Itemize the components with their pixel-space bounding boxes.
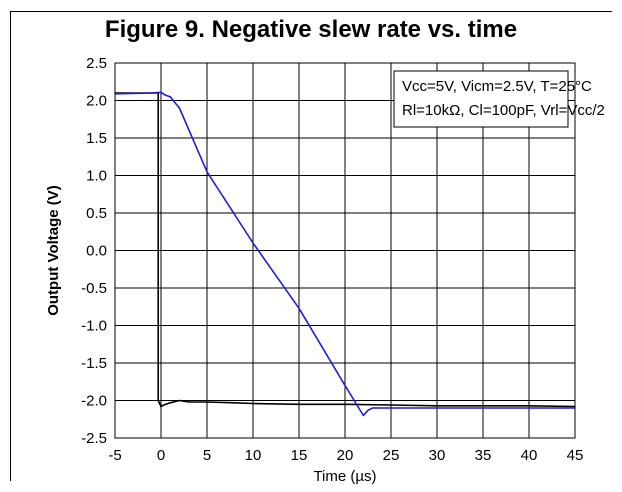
y-tick-label: -1.0 — [81, 318, 107, 335]
x-axis-label: Time (µs) — [313, 468, 376, 485]
x-tick-label: 30 — [429, 447, 446, 464]
legend-rect — [393, 70, 569, 128]
x-tick-label: 0 — [157, 447, 165, 464]
y-axis-label: Output Voltage (V) — [45, 185, 62, 316]
legend-box: Vcc=5V, Vicm=2.5V, T=25°C Rl=10kΩ, Cl=10… — [393, 70, 605, 128]
x-tick-labels: -5 0 5 10 15 20 25 30 35 40 45 — [108, 447, 583, 464]
y-tick-label: -1.5 — [81, 355, 107, 372]
y-tick-label: 1.0 — [86, 168, 107, 185]
x-tick-label: 35 — [475, 447, 492, 464]
series-group — [114, 91, 576, 417]
series-line-1 — [115, 92, 576, 408]
x-tick-label: 40 — [521, 447, 538, 464]
x-tick-label: 15 — [291, 447, 308, 464]
x-tick-label: 5 — [203, 447, 211, 464]
frame-left-border — [10, 11, 11, 481]
legend-line-1: Vcc=5V, Vicm=2.5V, T=25°C — [402, 78, 592, 95]
y-tick-label: -0.5 — [81, 280, 107, 297]
x-tick-label: -5 — [108, 447, 121, 464]
x-tick-label: 10 — [245, 447, 262, 464]
x-tick-label: 20 — [337, 447, 354, 464]
y-tick-label: -2.5 — [81, 430, 107, 447]
series-line-2 — [114, 91, 575, 417]
y-tick-label: 0.0 — [86, 243, 107, 260]
y-tick-label: 1.5 — [86, 130, 107, 147]
chart-title: Figure 9. Negative slew rate vs. time — [104, 16, 518, 43]
x-tick-label: 25 — [383, 447, 400, 464]
y-tick-labels: 2.5 2.0 1.5 1.0 0.5 0.0 -0.5 -1.0 -1.5 -2.0 -2.5 — [81, 55, 107, 447]
y-tick-label: 2.0 — [86, 93, 107, 110]
frame-top-border — [10, 11, 612, 12]
y-tick-label: 2.5 — [86, 55, 107, 72]
plot-area-border — [114, 62, 576, 439]
x-tick-label: 45 — [567, 447, 584, 464]
legend-line-2: Rl=10kΩ, Cl=100pF, Vrl=Vcc/2 — [402, 102, 605, 119]
y-tick-label: 0.5 — [86, 205, 107, 222]
y-tick-label: -2.0 — [81, 393, 107, 410]
